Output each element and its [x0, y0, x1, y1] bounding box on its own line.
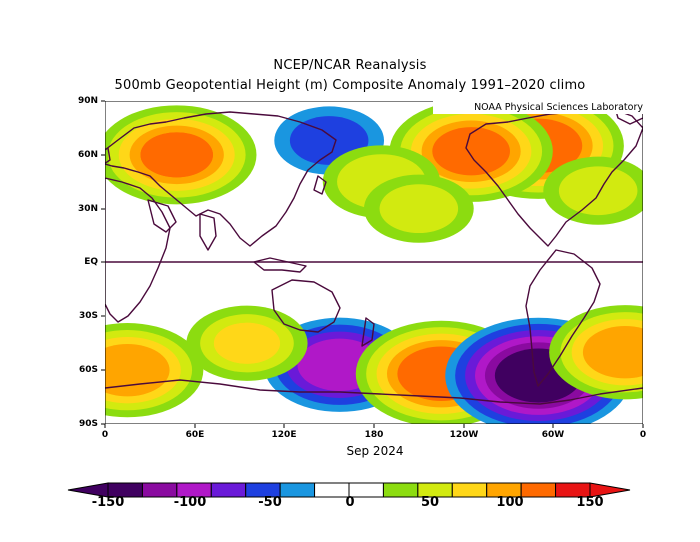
lon-label-0-right: 0	[639, 430, 647, 440]
anomaly-contour	[385, 188, 452, 230]
anomaly-contour	[565, 170, 632, 212]
colorbar-segment	[210, 482, 247, 498]
anomaly-contour	[105, 348, 163, 393]
anomaly-contour	[434, 128, 508, 175]
lat-label-30n: 30N	[77, 204, 98, 214]
credit-box: NOAA Physical Sciences Laboratory	[433, 101, 643, 114]
anomaly-shading	[105, 101, 643, 424]
colorbar-segment	[451, 482, 488, 498]
lon-label-60e: 60E	[185, 430, 205, 440]
colorbar-label: 0	[345, 495, 355, 510]
anomaly-contour	[589, 330, 643, 375]
colorbar-label: -100	[173, 495, 207, 510]
chart-subtitle: 500mb Geopotential Height (m) Composite …	[114, 78, 586, 93]
colorbar-label: 150	[576, 495, 604, 510]
lat-label-90n: 90N	[77, 96, 98, 106]
anomaly-contour	[140, 132, 213, 178]
axis-ticks	[101, 100, 644, 428]
colorbar-arrow-right	[589, 482, 631, 498]
colorbar-label: 100	[496, 495, 524, 510]
period-label: Sep 2024	[346, 444, 404, 458]
colorbar-label: 50	[420, 495, 440, 510]
lat-label-90s: 90S	[78, 419, 98, 429]
anomaly-contour	[296, 119, 363, 161]
chart-title: NCEP/NCAR Reanalysis	[273, 58, 427, 73]
anomaly-contour	[213, 322, 281, 364]
lon-label-120w: 120W	[449, 430, 479, 440]
colorbar-label: -50	[258, 495, 282, 510]
lat-label-60n: 60N	[77, 150, 98, 160]
coastlines	[105, 103, 643, 405]
colorbar-label: -150	[91, 495, 125, 510]
lon-label-180: 180	[364, 430, 384, 440]
lat-label-eq: EQ	[84, 257, 98, 267]
lat-label-60s: 60S	[78, 365, 98, 375]
lon-label-0: 0	[101, 430, 109, 440]
lon-label-120e: 120E	[271, 430, 297, 440]
lon-label-60w: 60W	[541, 430, 565, 440]
lat-label-30s: 30S	[78, 311, 98, 321]
